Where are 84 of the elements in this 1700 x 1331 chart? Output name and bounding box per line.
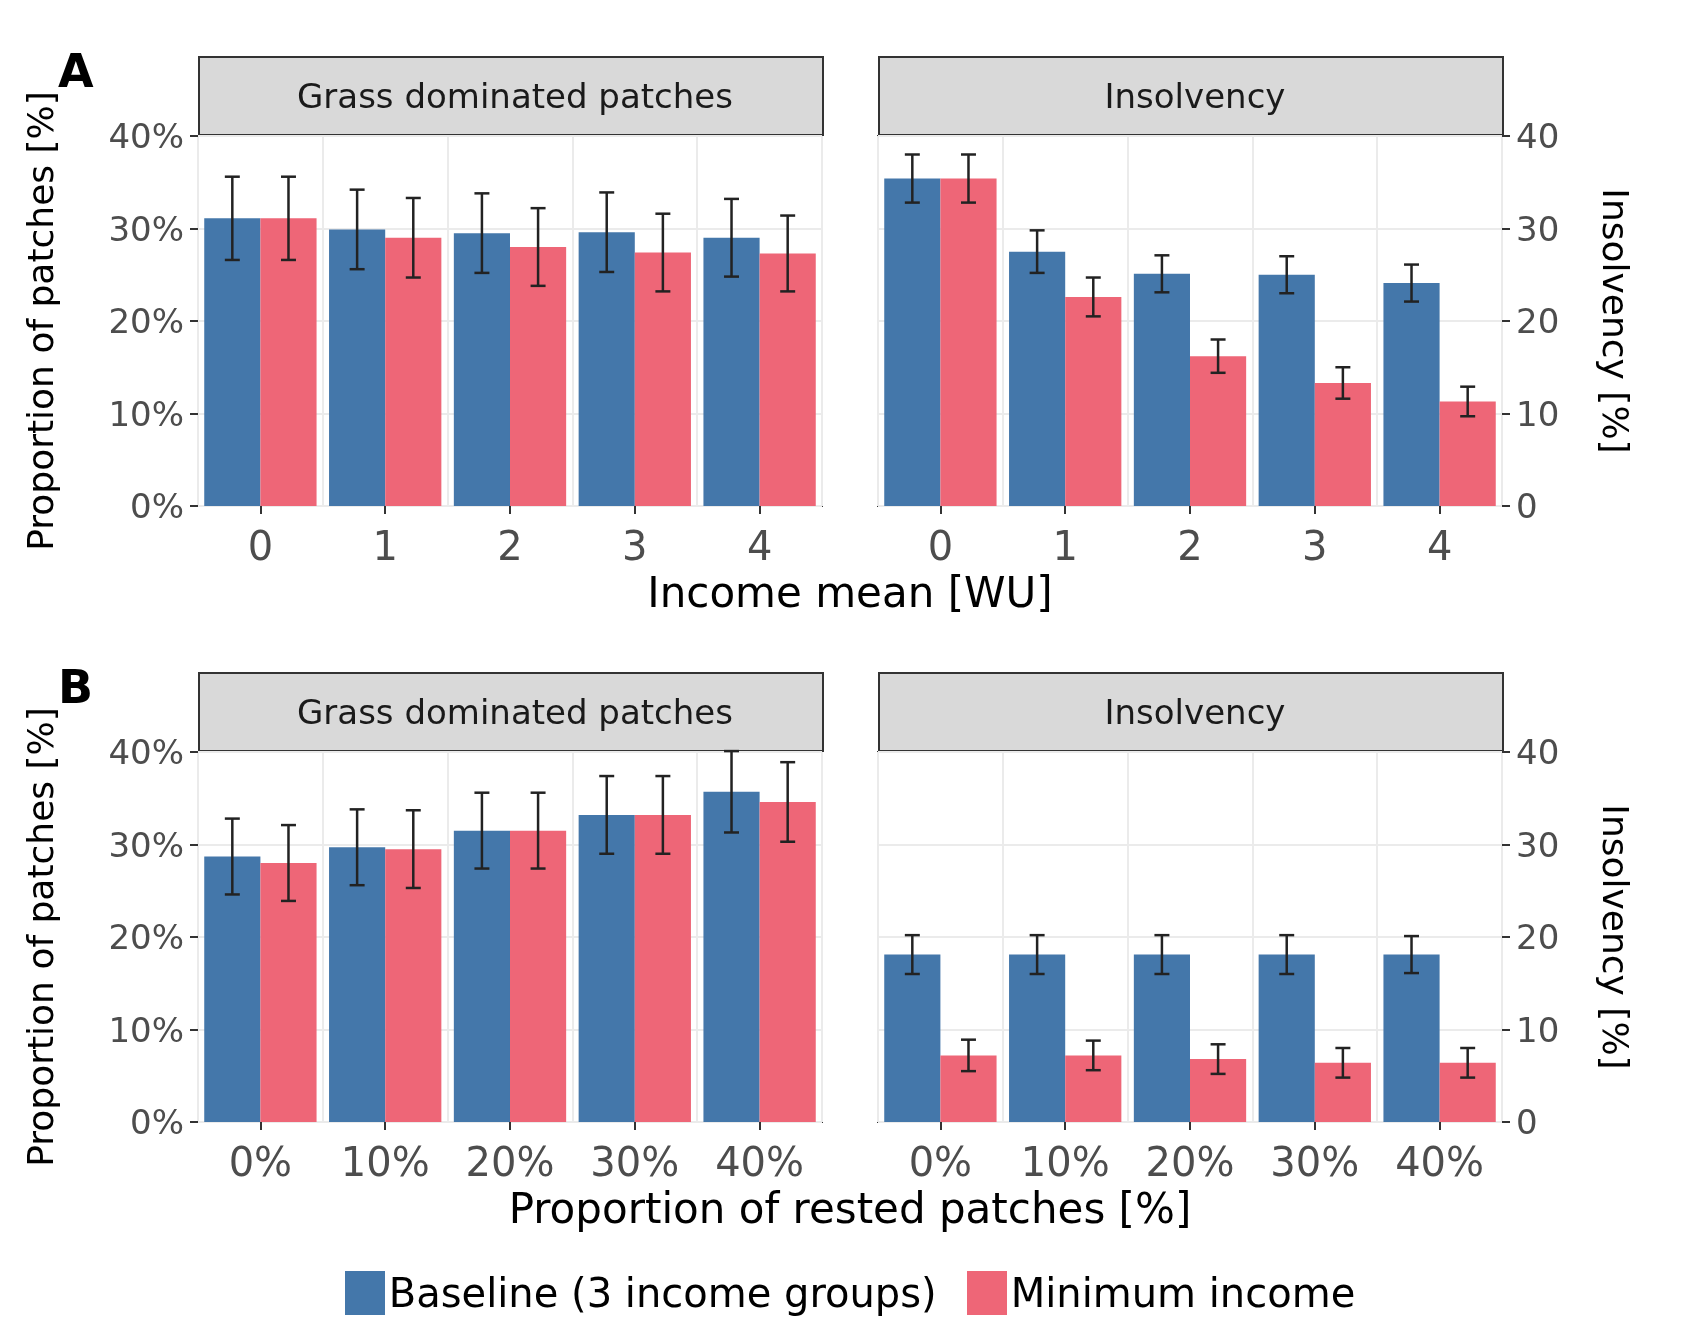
chart-title: Grass dominated patches	[297, 76, 733, 116]
x-tick-label: 0	[927, 523, 954, 569]
x-tick-label: 20%	[465, 1139, 555, 1185]
y-axis-title: Proportion of patches [%]	[19, 91, 61, 551]
bar	[578, 232, 635, 506]
bar	[1190, 1059, 1247, 1122]
bar	[1133, 273, 1190, 506]
x-tick-label: 4	[746, 523, 773, 569]
text: B	[58, 660, 94, 714]
bar	[1009, 954, 1066, 1122]
y2-tick-label: 30	[1516, 208, 1560, 249]
y-tick-label: 20%	[108, 917, 184, 957]
bar	[1383, 954, 1440, 1122]
y2-tick-label: 40	[1516, 116, 1560, 156]
y2-tick-label: 10	[1516, 1009, 1560, 1050]
x-tick-label: 2	[1177, 523, 1203, 569]
x-tick-label: 30%	[1270, 1139, 1360, 1185]
x-tick-label: 40%	[1395, 1139, 1485, 1185]
y2-tick-label: 0	[1516, 486, 1538, 526]
text: A	[58, 44, 94, 98]
bar	[1133, 954, 1190, 1122]
x-tick-label: 3	[622, 523, 648, 569]
y2-axis-title: Insolvency [%]	[1594, 188, 1636, 454]
y2-tick-label: 40	[1516, 732, 1560, 772]
y-tick-label: 40%	[108, 116, 184, 156]
x-tick-label: 0%	[228, 1139, 293, 1185]
bar	[884, 954, 941, 1122]
y-axis-title: Proportion of patches [%]	[19, 707, 61, 1167]
y-tick-label: 30%	[108, 208, 184, 249]
bar	[1065, 1055, 1122, 1122]
y-tick-label: 30%	[108, 824, 184, 865]
chart-title: Grass dominated patches	[297, 692, 733, 732]
y-tick-label: 0%	[130, 1102, 184, 1142]
bar	[759, 253, 816, 506]
bar	[510, 247, 567, 506]
chart-title: Insolvency	[1104, 76, 1286, 116]
y-tick-label: 10%	[108, 1009, 184, 1050]
x-tick-label: 2	[497, 523, 523, 569]
bar	[1314, 1062, 1371, 1122]
y2-tick-label: 30	[1516, 824, 1560, 865]
x-tick-label: 1	[1052, 523, 1078, 569]
y-tick-label: 40%	[108, 732, 184, 772]
bar	[204, 218, 261, 506]
x-tick-label: 20%	[1145, 1139, 1235, 1185]
legend-label: Baseline (3 income groups)	[388, 1270, 937, 1316]
legend-label: Minimum income	[1010, 1270, 1356, 1316]
y-tick-label: 20%	[108, 301, 184, 341]
x-tick-label: 3	[1302, 523, 1328, 569]
bar	[884, 178, 941, 506]
y2-tick-label: 20	[1516, 301, 1560, 341]
bar	[1009, 251, 1066, 506]
bar	[703, 237, 760, 506]
x-tick-label: 4	[1426, 523, 1453, 569]
x-tick-label: 10%	[340, 1139, 430, 1185]
x-tick-label: 0%	[908, 1139, 973, 1185]
y-tick-label: 10%	[108, 393, 184, 434]
bar	[1314, 382, 1371, 506]
y2-axis-title: Insolvency [%]	[1594, 804, 1636, 1070]
x-tick-label: 40%	[715, 1139, 805, 1185]
x-axis-title: Income mean [WU]	[646, 568, 1054, 619]
y2-tick-label: 10	[1516, 393, 1560, 434]
bar	[1439, 401, 1496, 506]
bar	[329, 229, 386, 506]
bar	[260, 218, 317, 506]
bar	[385, 237, 442, 506]
chart-title: Insolvency	[1104, 692, 1286, 732]
x-tick-label: 10%	[1020, 1139, 1110, 1185]
x-tick-label: 0	[247, 523, 274, 569]
y-tick-label: 0%	[130, 486, 184, 526]
x-tick-label: 1	[372, 523, 398, 569]
bar	[940, 178, 997, 506]
bar	[1190, 356, 1247, 506]
bar	[634, 252, 691, 506]
y2-tick-label: 0	[1516, 1102, 1538, 1142]
x-tick-label: 30%	[590, 1139, 680, 1185]
bar	[1439, 1062, 1496, 1122]
bar	[1383, 283, 1440, 506]
y2-tick-label: 20	[1516, 917, 1560, 957]
bar	[453, 233, 510, 506]
x-axis-title: Proportion of rested patches [%]	[507, 1184, 1193, 1235]
bar	[1258, 274, 1315, 506]
bar	[1258, 954, 1315, 1122]
bar	[940, 1055, 997, 1122]
bar	[1065, 296, 1122, 506]
